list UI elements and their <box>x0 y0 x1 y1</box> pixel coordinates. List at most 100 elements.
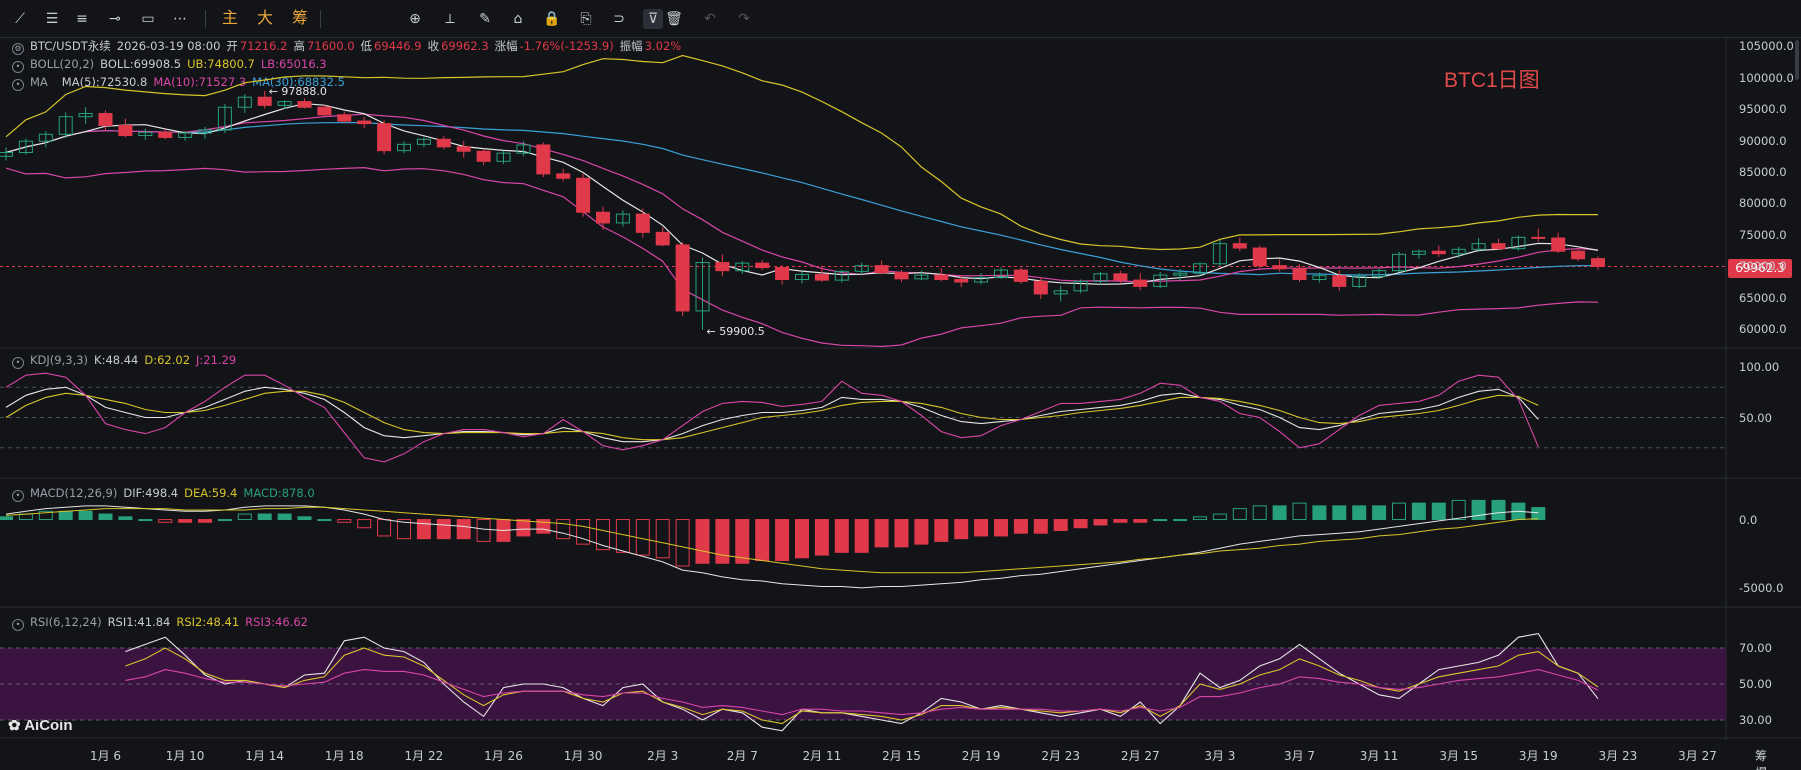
macd-bar <box>277 513 292 521</box>
candle-body <box>1591 258 1605 268</box>
zoom-icon[interactable]: ⊕ <box>409 11 421 27</box>
filter-icon[interactable]: ⊽ <box>643 9 663 29</box>
rsi-tick-label: 70.00 <box>1739 641 1772 655</box>
rsi-name: RSI(6,12,24) <box>30 615 102 629</box>
candle-body <box>1571 250 1586 260</box>
macd-bar <box>1431 502 1446 521</box>
eye-icon[interactable]: • <box>12 61 24 73</box>
macd-bar <box>655 519 670 559</box>
boll-legend: • BOLL(20,2) BOLL:69908.5 UB:74800.7 LB:6501… <box>12 57 333 73</box>
chip-label-button[interactable]: 筹 <box>292 10 309 27</box>
macd-bar <box>78 510 93 521</box>
candle-body <box>158 131 173 138</box>
candle-body <box>138 131 153 137</box>
date-tick-label: 2月 23 <box>1041 749 1081 763</box>
close-label: 收 <box>427 39 440 53</box>
macd-bar <box>814 519 829 556</box>
macd-bar <box>516 519 531 537</box>
candle-body <box>1193 263 1207 274</box>
trend-line-icon[interactable]: ⟋ <box>15 11 25 27</box>
change-label: 涨幅 <box>494 39 518 53</box>
macd-bar <box>217 519 232 522</box>
big-label-button[interactable]: 大 <box>257 10 274 27</box>
redo-icon[interactable]: ↷ <box>738 11 750 27</box>
candle-body <box>1471 243 1486 250</box>
kdj-k: K:48.44 <box>94 353 139 367</box>
macd-bar <box>834 519 849 553</box>
candle-body <box>655 231 670 246</box>
eye-icon[interactable]: • <box>12 619 24 631</box>
macd-bar <box>695 519 710 564</box>
brush-icon[interactable]: ✎ <box>479 11 491 27</box>
chart-watermark: BTC1日图 <box>1444 69 1540 92</box>
candle-body <box>1332 275 1347 287</box>
macd-bar <box>436 519 451 540</box>
candle-body <box>1033 280 1048 295</box>
kdj-name: KDJ(9,3,3) <box>30 353 89 367</box>
header-ohlc: ⚙ BTC/USDT永续 2026-03-19 08:00 开 71216.2 高 7160… <box>12 39 687 55</box>
macd-bar <box>198 519 212 523</box>
kdj-d-line <box>5 390 1539 441</box>
candle-body <box>337 114 352 122</box>
date-tick-label: 2月 7 <box>726 749 758 763</box>
macd-bar <box>38 510 53 521</box>
macd-bar <box>755 519 770 562</box>
candle-body <box>1212 243 1227 265</box>
date-tick-label: 1月 10 <box>165 749 205 763</box>
price-tick-label: 95000.0 <box>1739 102 1787 117</box>
candle-body <box>1451 248 1466 255</box>
macd-bar <box>1093 519 1108 526</box>
eye-icon[interactable]: • <box>12 79 24 91</box>
macd-tick-label: 0.0 <box>1739 512 1758 527</box>
candle-body <box>297 101 312 108</box>
lock-icon[interactable]: 🔒 <box>543 11 561 27</box>
candle-body <box>596 211 610 224</box>
last-price-tag: 69962.3 <box>1728 259 1792 278</box>
symbol: BTC/USDT永续 <box>30 39 111 53</box>
macd-bar <box>854 519 869 553</box>
candle-body <box>954 278 969 283</box>
candle-body <box>1372 270 1387 277</box>
measure-icon[interactable]: ⟂ <box>445 11 455 27</box>
candle-body <box>1312 275 1327 280</box>
close-value: 69962.3 <box>441 39 489 53</box>
eye-icon[interactable]: • <box>12 490 24 502</box>
horizontal-ray-icon[interactable]: ⊸ <box>109 11 121 27</box>
macd-bar <box>1073 519 1088 529</box>
date-tick-label: 3月 23 <box>1598 749 1638 763</box>
undo-icon[interactable]: ↶ <box>704 11 716 27</box>
candle-body <box>277 101 292 106</box>
trash-icon[interactable]: 🗑 <box>665 11 683 27</box>
parallel-lines-icon[interactable]: ≡ <box>76 11 88 27</box>
macd-bar <box>1471 499 1486 521</box>
drawing-toolbar: ⟋ ☰ ≡ ⊸ ▭ ⋯ ⊕ ⟂ ✎ ⌂ 🔒 ⎘ ⊃ ⊽ 🗑 ↶ ↷ 主 大 筹 <box>0 0 1801 38</box>
high-marker: ← 97888.0 <box>269 85 327 98</box>
macd-bar <box>795 519 809 559</box>
main-label-button[interactable]: 主 <box>222 10 239 27</box>
macd-bar <box>1451 499 1466 521</box>
corner-labels[interactable]: 筹 爆 <box>1755 749 1776 770</box>
settings-icon[interactable]: ⚙ <box>12 43 24 55</box>
date-tick-label: 2月 3 <box>647 749 679 763</box>
magnet-icon[interactable]: ⊃ <box>613 11 625 27</box>
macd-bar <box>1332 505 1347 521</box>
eye-icon[interactable]: • <box>12 357 24 369</box>
date-tick-label: 2月 19 <box>961 749 1001 763</box>
rsi-legend: • RSI(6,12,24) RSI1:41.84 RSI2:48.41 RSI3:46… <box>12 615 314 631</box>
annotate-icon[interactable]: ⌂ <box>513 11 523 27</box>
candle-body <box>1133 279 1148 287</box>
horizontal-lines-icon[interactable]: ☰ <box>45 11 59 27</box>
candle-body <box>1511 236 1526 250</box>
rectangle-icon[interactable]: ▭ <box>141 11 155 27</box>
boll-ub: UB:74800.7 <box>187 57 255 71</box>
macd-bar <box>556 519 571 540</box>
rsi-tick-label: 50.00 <box>1739 677 1772 691</box>
favorites-icon[interactable]: ⎘ <box>580 11 592 27</box>
boll-lb: LB:65016.3 <box>260 57 327 71</box>
pattern-icon[interactable]: ⋯ <box>173 11 187 27</box>
candle-body <box>775 267 790 280</box>
low-label: 低 <box>360 39 373 53</box>
candle-body <box>1153 274 1168 287</box>
rsi-rsi3-line <box>125 669 1599 716</box>
